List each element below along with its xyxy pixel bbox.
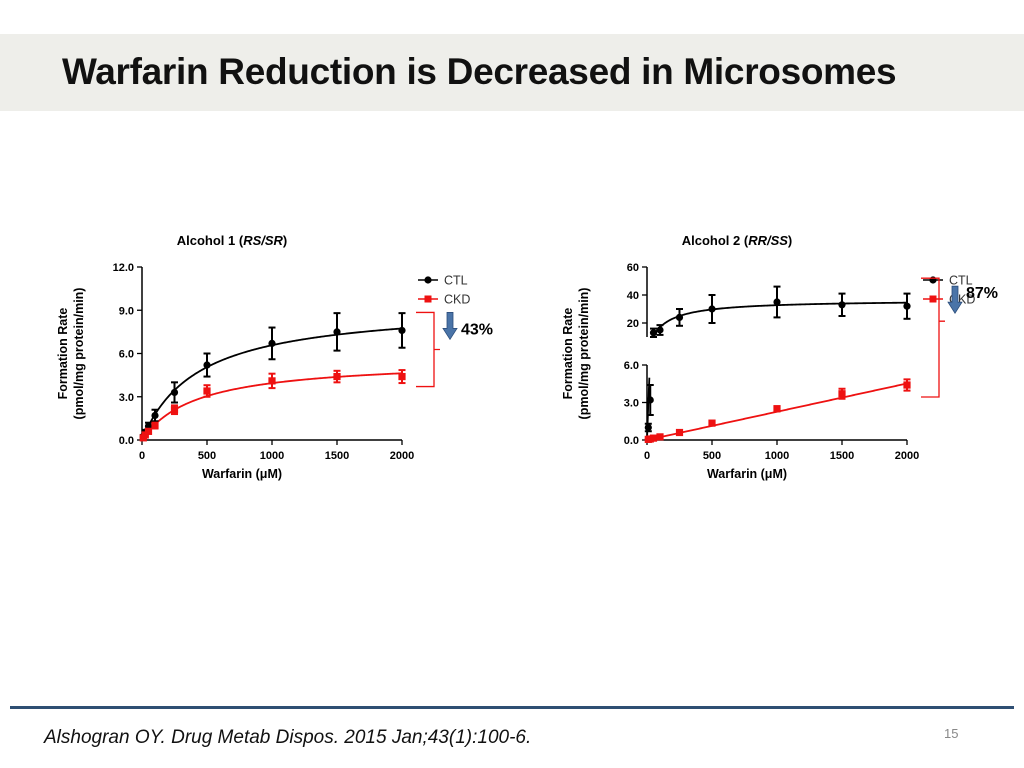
y-tick-label: 6.0 xyxy=(119,349,134,361)
data-point-ckd xyxy=(649,434,658,442)
y-axis-label: Formation Rate xyxy=(56,308,70,400)
title-bar: Warfarin Reduction is Decreased in Micro… xyxy=(0,34,1024,111)
data-point-ckd xyxy=(203,387,211,395)
data-point-ctl xyxy=(649,329,658,337)
x-tick-label: 0 xyxy=(644,450,650,462)
x-tick-label: 1500 xyxy=(325,450,349,462)
y-tick-label: 9.0 xyxy=(119,305,134,317)
x-tick-label: 0 xyxy=(139,450,145,462)
y-tick-label: 20 xyxy=(627,318,639,330)
chart-title-prefix: Alcohol 2 ( xyxy=(682,233,749,248)
down-arrow-icon xyxy=(442,312,458,341)
down-arrow-icon xyxy=(947,285,963,314)
chart-title-italic: RR/SS xyxy=(748,233,788,248)
data-point-ckd xyxy=(170,406,179,414)
data-point-ctl xyxy=(268,339,276,348)
reduction-annotation: 87% xyxy=(966,285,998,302)
x-tick-label: 500 xyxy=(703,450,721,462)
legend-marker-ckd xyxy=(424,295,432,303)
data-point-ckd xyxy=(903,381,911,389)
fit-curve-ctl xyxy=(652,301,908,337)
data-point-ctl xyxy=(903,302,911,310)
y-tick-label: 60 xyxy=(627,262,639,274)
data-point-ctl xyxy=(151,411,159,420)
footer-divider xyxy=(10,706,1014,709)
data-point-ctl xyxy=(203,361,211,369)
legend-label-ckd: CKD xyxy=(444,293,470,307)
legend-marker-ckd xyxy=(929,295,937,303)
y-tick-label: 3.0 xyxy=(119,392,134,404)
x-tick-label: 1000 xyxy=(765,450,789,462)
data-point-ckd xyxy=(141,431,149,439)
data-point-ckd xyxy=(398,372,406,381)
x-axis-title: Warfarin (μM) xyxy=(202,467,282,481)
data-point-ctl xyxy=(675,313,684,321)
chart-alcohol-1: Alcohol 1 (RS/SR) Formation Rate (pmol/mg … xyxy=(56,233,493,481)
data-point-ctl xyxy=(656,326,664,334)
slide-title: Warfarin Reduction is Decreased in Micro… xyxy=(62,51,897,92)
x-tick-label: 2000 xyxy=(895,450,919,462)
chart-title-suffix: ) xyxy=(788,233,792,248)
data-point-ctl xyxy=(646,396,654,404)
legend-label-ctl: CTL xyxy=(949,274,973,288)
data-point-ckd xyxy=(675,428,684,437)
y-tick-label: 12.0 xyxy=(113,262,134,274)
y-tick-label: 40 xyxy=(627,290,639,302)
x-tick-label: 1000 xyxy=(260,450,284,462)
data-point-ctl xyxy=(398,326,406,335)
data-point-ckd xyxy=(333,372,341,381)
legend-label-ctl: CTL xyxy=(444,274,468,288)
y-tick-label: 0.0 xyxy=(119,435,134,447)
y-tick-label: 0.0 xyxy=(624,435,639,447)
y-tick-label: 6.0 xyxy=(624,360,639,372)
data-point-ckd xyxy=(708,419,716,427)
chart-title: Alcohol 2 (RR/SS) xyxy=(682,233,793,248)
reduction-annotation: 43% xyxy=(461,321,493,338)
data-point-ctl xyxy=(773,298,781,306)
citation: Alshogran OY. Drug Metab Dispos. 2015 Ja… xyxy=(44,727,532,748)
data-point-ckd xyxy=(144,427,153,435)
x-axis-title: Warfarin (μM) xyxy=(707,467,787,481)
page-number: 15 xyxy=(944,726,959,741)
legend-marker-ctl xyxy=(929,276,937,284)
bracket xyxy=(921,277,945,398)
data-point-ctl xyxy=(708,305,716,313)
y-axis-label-units: (pmol/mg protein/min) xyxy=(577,288,591,420)
x-tick-label: 500 xyxy=(198,450,216,462)
y-axis-label-units: (pmol/mg protein/min) xyxy=(72,288,86,420)
chart-title-prefix: Alcohol 1 ( xyxy=(177,233,244,248)
data-point-ckd xyxy=(773,405,781,413)
data-point-ckd xyxy=(268,377,276,385)
chart-alcohol-2: Alcohol 2 (RR/SS) Formation Rate (pmol/mg … xyxy=(561,233,998,481)
data-point-ckd xyxy=(838,390,846,398)
y-tick-label: 3.0 xyxy=(624,398,639,410)
x-tick-label: 1500 xyxy=(830,450,854,462)
x-tick-label: 2000 xyxy=(390,450,414,462)
data-point-ctl xyxy=(644,423,652,432)
data-point-ctl xyxy=(170,388,179,397)
chart-title-suffix: ) xyxy=(283,233,287,248)
legend-marker-ctl xyxy=(424,276,432,284)
data-point-ctl xyxy=(333,328,341,336)
data-point-ckd xyxy=(151,421,159,430)
data-point-ctl xyxy=(838,301,846,309)
bracket xyxy=(416,311,440,388)
chart-title-italic: RS/SR xyxy=(243,233,283,248)
chart-title: Alcohol 1 (RS/SR) xyxy=(177,233,288,248)
y-axis-label: Formation Rate xyxy=(561,308,575,400)
data-point-ckd xyxy=(656,433,664,441)
